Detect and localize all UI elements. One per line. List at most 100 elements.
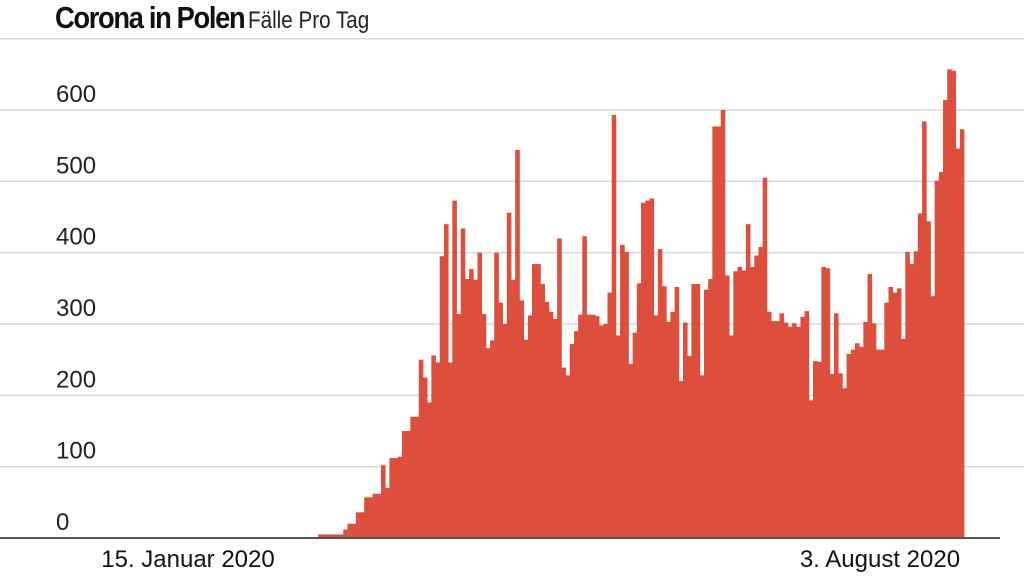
- bar-day-98: [506, 212, 512, 539]
- y-tick-label-400: 400: [56, 224, 96, 251]
- bar-day-77: [418, 359, 424, 538]
- y-tick-label-0: 0: [56, 509, 69, 536]
- bar-day-161: [771, 321, 776, 538]
- bar-day-113: [569, 343, 575, 538]
- bar-day-175: [829, 373, 835, 538]
- bar-day-115: [578, 314, 583, 538]
- bar-day-65: [368, 497, 374, 538]
- y-tick-label-500: 500: [56, 152, 96, 179]
- bar-day-128: [632, 332, 638, 538]
- bar-day-67: [376, 493, 382, 538]
- bar-day-123: [611, 115, 617, 538]
- bar-day-112: [565, 375, 571, 538]
- bar-day-80: [431, 355, 436, 538]
- bar-day-107: [544, 301, 550, 538]
- bar-day-85: [452, 200, 457, 539]
- bar-day-192: [901, 338, 906, 538]
- bar-day-56: [330, 534, 336, 538]
- bar-day-116: [582, 236, 587, 538]
- bar-day-181: [854, 343, 860, 538]
- bar-day-186: [875, 349, 881, 538]
- bar-day-71: [393, 458, 399, 538]
- bar-day-189: [888, 286, 894, 538]
- bar-day-201: [938, 172, 944, 538]
- bar-day-180: [850, 349, 856, 538]
- x-tick-label-2: 3. August 2020: [800, 546, 960, 573]
- bar-day-170: [808, 400, 814, 538]
- bar-day-193: [905, 251, 910, 538]
- bar-day-87: [460, 228, 466, 538]
- bar-day-84: [448, 362, 453, 538]
- bar-day-157: [754, 255, 759, 538]
- bar-day-205: [955, 148, 961, 539]
- bar-day-182: [859, 346, 864, 538]
- bar-day-185: [871, 323, 877, 538]
- bar-day-70: [389, 458, 394, 538]
- chart-title: Corona in Polen: [55, 0, 246, 35]
- bar-day-100: [515, 149, 520, 538]
- bar-day-121: [603, 324, 608, 538]
- bar-day-91: [477, 252, 483, 538]
- bar-day-176: [833, 313, 839, 538]
- bar-day-135: [662, 286, 667, 538]
- bar-day-138: [674, 286, 680, 538]
- bar-day-134: [657, 249, 663, 539]
- bar-day-86: [456, 314, 462, 538]
- bar-day-102: [523, 339, 529, 538]
- bar-day-159: [762, 177, 768, 538]
- bar-day-59: [343, 529, 348, 538]
- bar-day-172: [817, 361, 822, 538]
- bar-day-122: [607, 292, 613, 538]
- bar-day-99: [511, 279, 516, 538]
- bar-day-167: [796, 326, 801, 538]
- bar-day-153: [737, 266, 743, 538]
- bar-day-55: [326, 534, 332, 538]
- bar-day-118: [590, 314, 596, 538]
- y-tick-labels: 0 100 200 300 400 500 600: [56, 81, 96, 536]
- bar-day-94: [490, 340, 495, 538]
- bar-day-124: [615, 335, 621, 538]
- bar-day-179: [846, 353, 852, 538]
- bar-day-164: [783, 322, 789, 538]
- bar-day-95: [494, 252, 499, 538]
- bar-day-204: [951, 70, 957, 538]
- bar-day-106: [540, 284, 545, 538]
- bar-day-188: [884, 302, 889, 538]
- bar-day-165: [787, 326, 793, 538]
- bar-day-60: [347, 523, 353, 538]
- bar-day-200: [934, 180, 940, 538]
- chart-header: Corona in Polen Fälle Pro Tag: [55, 0, 389, 44]
- bar-day-93: [485, 348, 491, 538]
- bar-day-103: [527, 315, 533, 538]
- bar-day-154: [741, 270, 747, 538]
- bar-day-136: [666, 321, 671, 538]
- bar-day-57: [334, 534, 340, 538]
- bar-day-148: [716, 126, 722, 539]
- bar-day-140: [682, 322, 688, 538]
- bar-day-143: [695, 284, 701, 538]
- bar-day-162: [775, 321, 780, 538]
- bar-day-78: [422, 377, 428, 538]
- bar-day-69: [385, 488, 390, 538]
- bar-day-195: [913, 251, 919, 538]
- bar-day-139: [678, 381, 684, 538]
- bar-day-76: [414, 416, 420, 538]
- bar-day-144: [699, 375, 705, 538]
- bar-day-101: [519, 300, 525, 538]
- bar-day-173: [821, 266, 826, 538]
- bar-day-198: [926, 221, 931, 539]
- bar-day-108: [548, 311, 554, 538]
- bar-day-158: [758, 246, 764, 538]
- bar-day-171: [813, 361, 818, 538]
- bar-day-92: [481, 314, 487, 538]
- bar-day-111: [561, 367, 566, 538]
- bar-day-97: [502, 324, 508, 538]
- bar-day-160: [766, 311, 772, 538]
- y-tick-label-200: 200: [56, 366, 96, 393]
- bar-day-109: [552, 319, 558, 538]
- bar-day-120: [599, 325, 604, 538]
- bar-day-178: [842, 388, 847, 538]
- bar-day-72: [397, 456, 403, 538]
- bar-day-133: [653, 315, 659, 538]
- bar-day-54: [322, 534, 327, 538]
